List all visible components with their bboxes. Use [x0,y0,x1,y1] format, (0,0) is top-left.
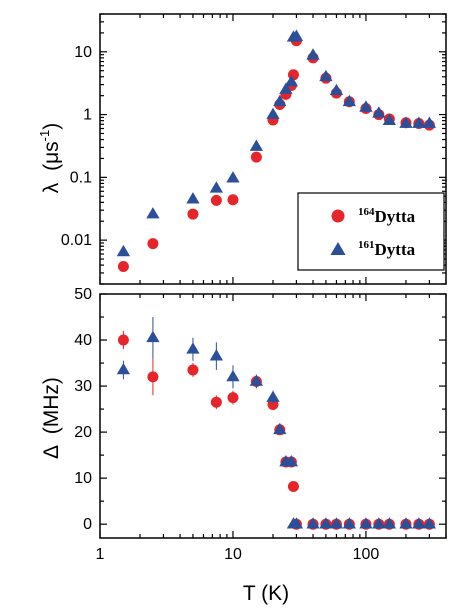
data-point [210,396,222,408]
data-point [146,330,160,343]
legend-box [297,192,445,271]
data-point [306,517,320,529]
data-point [266,390,280,402]
plot-frame [99,293,447,539]
y-tick-label: 20 [74,424,92,441]
data-point [342,94,356,107]
delta-y-axis-title: Δ (MHz) [40,377,63,459]
lambda-panel: 0.01 0.1 1 10 [61,13,447,285]
data-point [399,517,413,529]
legend-isotope-161: 161 [358,239,375,251]
data-point [187,208,199,220]
y-tick-label: 10 [74,470,92,487]
data-point [279,82,293,94]
legend: 164Dytta 161Dytta [297,192,445,271]
data-point [117,334,129,346]
data-point [422,116,437,128]
delta-panel: 0 10 20 30 40 50 1 10 100 [74,286,447,563]
legend-text-161: Dytta [375,240,416,259]
data-point [273,422,287,435]
data-point [284,75,299,87]
x-axis-title: T (K) [243,582,289,605]
data-point [249,139,264,151]
data-point [116,362,131,375]
data-point [306,48,320,60]
lambda-unit-close: ) [40,123,63,130]
data-point [186,342,200,354]
data-point [146,207,160,219]
series-161dytta [116,29,437,257]
data-point [226,171,240,183]
data-point [289,29,304,41]
y-tick-label: 40 [74,332,92,349]
y-tick-label: 10 [74,44,92,61]
data-point [342,517,356,529]
data-point [209,349,224,361]
data-point [372,517,386,529]
x-tick-label: 100 [353,546,380,563]
data-point [289,517,304,529]
lambda-y-axis-title: λ (μs-1) [37,123,63,194]
data-point [273,94,287,107]
legend-text-164: Dytta [375,207,416,226]
y-tick-label: 0.01 [61,232,92,249]
data-point [422,517,437,529]
data-point [382,517,397,529]
data-point [382,113,397,125]
data-point [412,517,426,529]
x-tick-label: 10 [224,546,242,563]
data-point [287,480,299,492]
data-point [209,181,224,193]
data-point [266,107,280,119]
legend-label-161dytta: 161Dytta [358,239,416,259]
data-point [249,374,264,386]
data-point [250,151,262,163]
data-point [319,69,333,82]
data-point [187,364,199,376]
data-point [227,194,239,206]
x-tick-label: 1 [96,546,105,563]
y-tick-label: 1 [83,107,92,124]
data-point [210,194,222,206]
data-point [319,517,333,529]
data-point [227,392,239,404]
data-point [147,238,159,250]
data-point [359,100,373,112]
data-point [329,517,344,529]
legend-marker-164dytta [331,209,345,223]
lambda-unit: (μs [40,141,63,171]
y-tick-label: 50 [74,286,92,303]
data-point [117,261,129,273]
lambda-unit-exponent: -1 [37,130,52,142]
legend-label-164dytta: 164Dytta [358,206,416,226]
delta-unit: (MHz) [40,377,63,434]
data-point [284,455,299,467]
y-tick-label: 30 [74,378,92,395]
data-point [412,116,426,128]
data-point [359,517,373,529]
legend-marker-161dytta [330,242,346,255]
data-point [226,369,240,382]
y-tick-label: 0 [83,516,92,533]
data-point [329,83,344,96]
delta-symbol: Δ [40,445,63,459]
data-point [147,371,159,383]
legend-isotope-164: 164 [358,206,375,218]
data-point [399,116,413,128]
data-point [116,244,131,257]
y-tick-label: 0.1 [70,169,92,186]
data-point [372,106,386,118]
data-point [186,192,200,204]
series-161dytta [116,317,437,529]
lambda-symbol: λ [40,182,63,193]
